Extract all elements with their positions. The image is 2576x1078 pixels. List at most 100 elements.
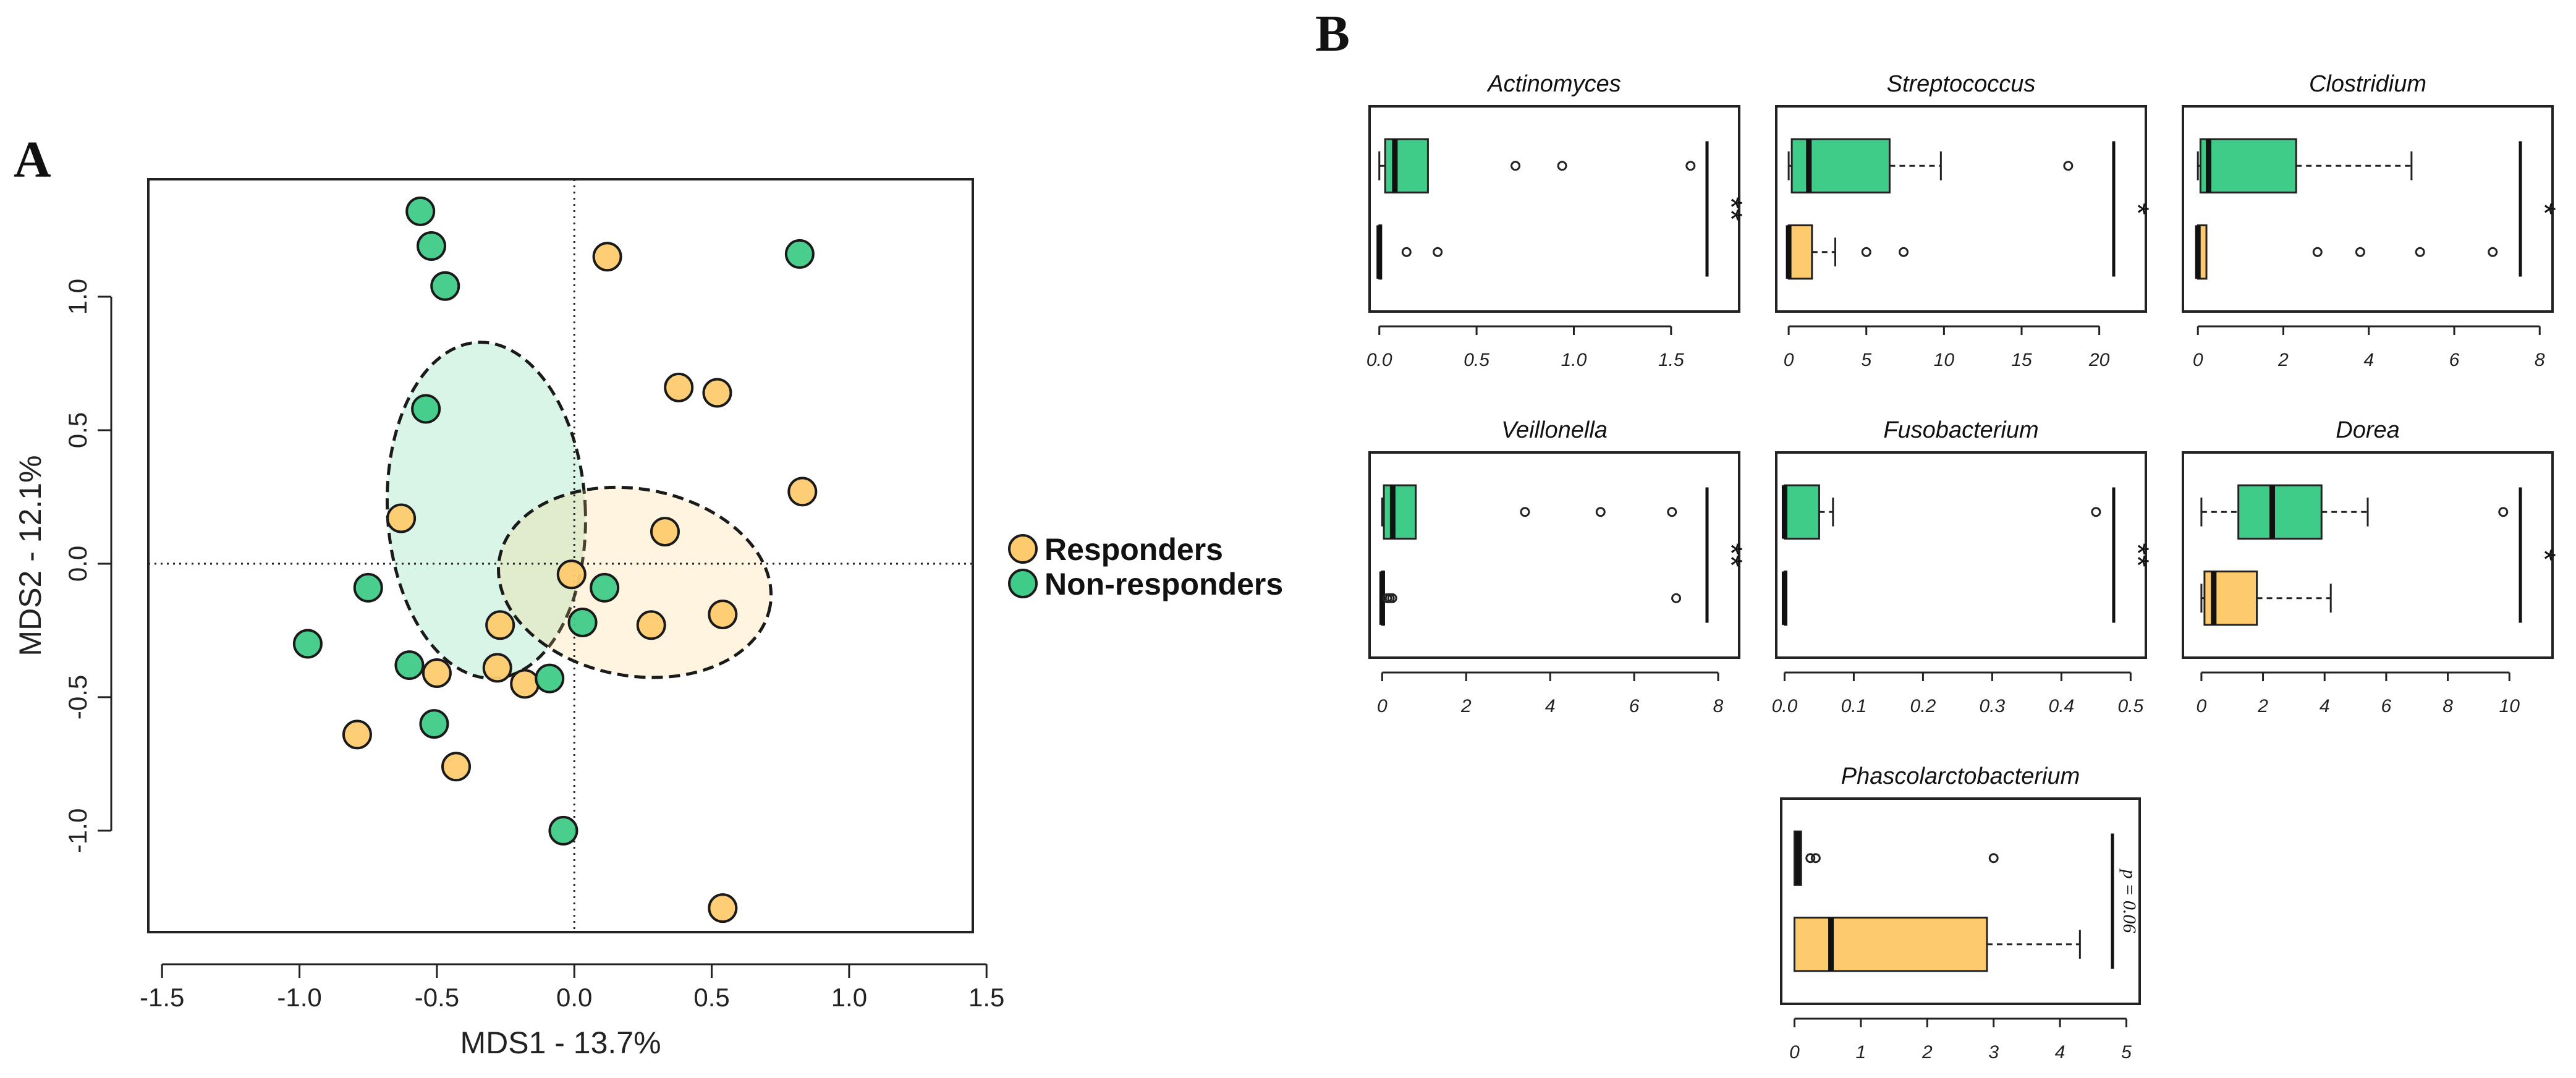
outlier-nonresponders [1595, 507, 1606, 517]
x-tick-label: 10 [1934, 350, 1955, 370]
y-axis-label: MDS2 - 12.1% [13, 455, 48, 656]
x-tick-label: 1.5 [1658, 350, 1684, 370]
outlier-responders [1861, 247, 1871, 257]
point-responder [636, 610, 666, 640]
outlier-responders [1387, 593, 1397, 603]
boxplot-veillonella: Veillonella ** 0 2 4 6 8 [1368, 417, 1748, 716]
ellipse-layer [385, 341, 773, 680]
legend-marker-responders [1008, 534, 1038, 564]
x-tick-label: 0.0 [556, 983, 592, 1012]
outlier-nonresponders [2063, 161, 2074, 171]
boxplot-frame [2182, 105, 2554, 313]
points-layer [292, 196, 818, 923]
boxplot-title: Actinomyces [1486, 71, 1621, 97]
x-tick-label: 0 [1377, 696, 1388, 716]
boxplot-panels: Actinomyces**0.0 0.5 1.0 1.5Streptococcus*0… [1366, 71, 2562, 1063]
x-tick-label: -0.5 [415, 983, 459, 1012]
x-tick-label: 0.5 [1464, 350, 1489, 370]
x-tick-label: 2 [2257, 696, 2268, 716]
boxplot-frame [1775, 105, 2147, 313]
point-responder [342, 719, 372, 750]
x-tick-label: 2 [2277, 350, 2289, 370]
boxplot-title: Fusobacterium [1883, 417, 2038, 443]
outlier-responders [1671, 593, 1682, 603]
point-responder [510, 669, 540, 699]
significance-label: * [2527, 549, 2562, 561]
legend-marker-nonresponders [1008, 569, 1038, 598]
point-responder [386, 503, 417, 533]
significance-label: ** [2121, 543, 2155, 567]
outlier-responders [1401, 247, 1412, 257]
point-responder [422, 658, 452, 689]
boxplot-frame [1780, 797, 2141, 1005]
x-tick-label: 0.4 [2049, 696, 2075, 716]
boxplot-title: Clostridium [2309, 71, 2426, 97]
boxplot-actinomyces: Actinomyces ** 0.0 0.5 1.0 1.5 [1366, 71, 1748, 370]
outlier-nonresponders [2091, 507, 2101, 517]
legend: Responders Non-responders [1008, 532, 1283, 601]
x-tick-label: 5 [2121, 1042, 2132, 1063]
outlier-nonresponders [1520, 507, 1530, 517]
x-tick-label: 0.0 [1772, 696, 1798, 716]
significance-label: ** [1714, 543, 1748, 567]
x-tick-label: 0.0 [1366, 350, 1392, 370]
box-nonresponders [1384, 138, 1429, 193]
boxplot-frame [1368, 105, 1740, 313]
box-nonresponders [2237, 484, 2323, 540]
outlier-responders [2312, 247, 2323, 257]
outlier-nonresponders [2498, 507, 2509, 517]
x-tick-label: 10 [2499, 696, 2520, 716]
x-tick-label: 2 [1921, 1042, 1933, 1063]
scatter-plot-frame [147, 178, 974, 933]
boxplot-title: Dorea [2336, 417, 2400, 443]
outlier-nonresponders [1685, 161, 1696, 171]
boxplot-frame [1368, 451, 1740, 659]
point-responder [592, 242, 622, 272]
x-tick-label: 0.5 [2118, 696, 2144, 716]
boxplot-streptococcus: Streptococcus * 0 5 10 15 20 [1775, 71, 2155, 370]
x-tick-label: 2 [1460, 696, 1472, 716]
boxplot-title: Phascolarctobacterium [1841, 763, 2080, 789]
point-responder [702, 378, 732, 408]
x-tick-label: 4 [2363, 350, 2374, 370]
x-tick-label: 8 [2443, 696, 2453, 716]
x-tick-label: 0 [2197, 696, 2207, 716]
x-tick-label: 6 [1629, 696, 1640, 716]
x-axis-label: MDS1 - 13.7% [460, 1025, 661, 1060]
scatter-axes: -1.5 -1.0 -0.5 0.0 0.5 1.0 1.5 -1.0 -0.5 0.0 0.5 1.… [63, 279, 1004, 1012]
point-nonresponder [411, 394, 441, 424]
outlier-responders [2355, 247, 2365, 257]
point-nonresponder [417, 231, 447, 261]
point-nonresponder [567, 607, 598, 637]
box-nonresponders [1783, 484, 1820, 540]
boxplot-frame [1775, 451, 2147, 659]
x-tick-label: -1.0 [277, 983, 321, 1012]
x-tick-label: 1.0 [1561, 350, 1587, 370]
outlier-nonresponders [1805, 853, 1816, 864]
significance-label: p = 0.06 [2119, 868, 2140, 933]
x-tick-label: 8 [1713, 696, 1724, 716]
significance-label: * [2527, 203, 2562, 214]
significance-label: ** [1714, 197, 1748, 221]
y-tick-label: 1.0 [63, 279, 92, 315]
y-tick-label: 0.0 [63, 546, 92, 582]
point-responder [708, 600, 738, 630]
legend-label-nonresponders: Non-responders [1044, 567, 1283, 601]
boxplot-frame [2182, 451, 2554, 659]
x-tick-label: 0.5 [693, 983, 729, 1012]
point-nonresponder [535, 663, 565, 694]
x-tick-label: 20 [2088, 350, 2110, 370]
point-nonresponder [590, 572, 620, 603]
significance-label: * [2121, 203, 2155, 214]
outlier-responders [1899, 247, 1909, 257]
outlier-nonresponders [1510, 161, 1521, 171]
boxplot-phascolarctobacterium: Phascolarctobacterium p = 0.06 0 1 2 3 4 5 [1780, 763, 2141, 1063]
y-tick-label: -0.5 [63, 675, 92, 719]
outlier-responders [2488, 247, 2498, 257]
x-tick-label: 15 [2011, 350, 2032, 370]
boxplot-title: Veillonella [1501, 417, 1608, 443]
ellipse-responders [497, 485, 773, 679]
x-tick-label: 5 [1861, 350, 1871, 370]
outlier-nonresponders [1557, 161, 1567, 171]
